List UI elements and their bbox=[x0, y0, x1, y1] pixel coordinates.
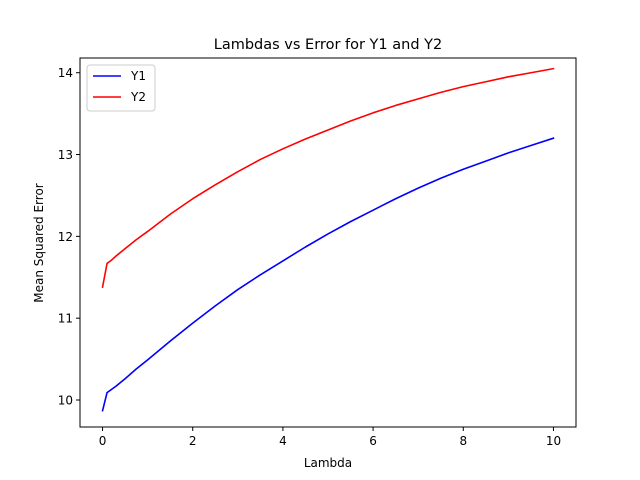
x-tick-label: 10 bbox=[546, 434, 561, 448]
y-tick-label: 12 bbox=[58, 230, 73, 244]
x-tick-label: 0 bbox=[99, 434, 107, 448]
x-axis: 0 2 4 6 8 10 bbox=[99, 427, 561, 448]
x-tick-label: 6 bbox=[369, 434, 377, 448]
series-line-y1 bbox=[101, 137, 555, 412]
y-axis: 10 11 12 13 14 bbox=[58, 66, 80, 408]
x-tick-label: 4 bbox=[279, 434, 287, 448]
y-axis-label: Mean Squared Error bbox=[32, 183, 46, 303]
plot-area bbox=[79, 57, 577, 428]
y-tick-label: 11 bbox=[58, 312, 73, 326]
plot-frame bbox=[79, 57, 577, 428]
y-tick-label: 14 bbox=[58, 66, 73, 80]
legend-label-y2: Y2 bbox=[130, 90, 146, 104]
x-tick-label: 8 bbox=[459, 434, 467, 448]
x-tick-label: 2 bbox=[189, 434, 197, 448]
y-tick-label: 10 bbox=[58, 394, 73, 408]
series-layer bbox=[101, 67, 555, 412]
chart-title: Lambdas vs Error for Y1 and Y2 bbox=[214, 37, 442, 53]
legend-label-y1: Y1 bbox=[130, 69, 146, 83]
series-line-y2 bbox=[101, 67, 555, 289]
y-tick-label: 13 bbox=[58, 148, 73, 162]
x-axis-label: Lambda bbox=[304, 456, 352, 470]
legend: Y1 Y2 bbox=[86, 64, 156, 112]
